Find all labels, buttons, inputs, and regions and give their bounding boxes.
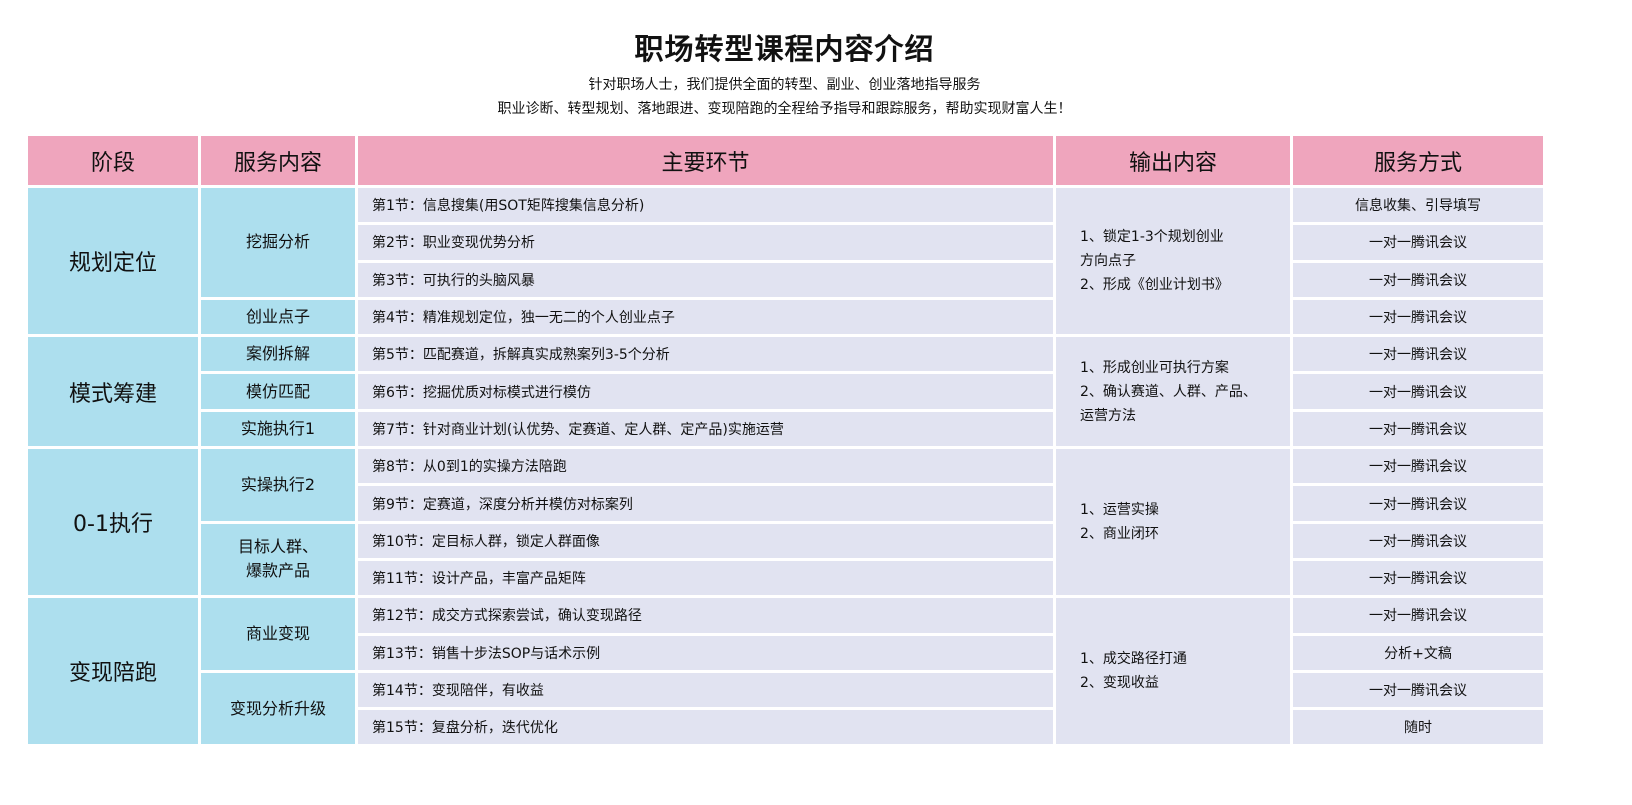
column-header: 服务内容 — [201, 136, 355, 185]
step-cell: 第2节：职业变现优势分析 — [358, 225, 1053, 260]
service-mode-cell: 一对一腾讯会议 — [1293, 262, 1543, 297]
stage-cell: 规划定位 — [28, 188, 198, 335]
service-cell: 案例拆解 — [201, 337, 355, 372]
output-cell: 1、成交路径打通 2、变现收益 — [1056, 598, 1290, 745]
step-cell: 第8节：从0到1的实操方法陪跑 — [358, 449, 1053, 484]
column-header: 输出内容 — [1056, 136, 1290, 185]
service-mode-cell: 一对一腾讯会议 — [1293, 486, 1543, 521]
stage-cell: 0-1执行 — [28, 449, 198, 596]
service-mode-cell: 一对一腾讯会议 — [1293, 337, 1543, 372]
step-cell: 第15节：复盘分析，迭代优化 — [358, 710, 1053, 745]
service-mode-cell: 一对一腾讯会议 — [1293, 523, 1543, 558]
service-cell: 变现分析升级 — [201, 672, 355, 745]
step-cell: 第5节：匹配赛道，拆解真实成熟案列3-5个分析 — [358, 337, 1053, 372]
stage-cell: 模式筹建 — [28, 337, 198, 447]
page-title: 职场转型课程内容介绍 — [634, 32, 935, 66]
column-header: 服务方式 — [1293, 136, 1543, 185]
column-header: 主要环节 — [358, 136, 1053, 185]
service-cell: 创业点子 — [201, 299, 355, 335]
output-cell: 1、运营实操 2、商业闭环 — [1056, 449, 1290, 596]
step-cell: 第1节：信息搜集(用SOT矩阵搜集信息分析) — [358, 188, 1053, 223]
service-mode-cell: 一对一腾讯会议 — [1293, 299, 1543, 335]
step-cell: 第9节：定赛道，深度分析并模仿对标案列 — [358, 486, 1053, 521]
step-cell: 第4节：精准规划定位，独一无二的个人创业点子 — [358, 299, 1053, 335]
step-cell: 第12节：成交方式探索尝试，确认变现路径 — [358, 598, 1053, 633]
service-mode-cell: 一对一腾讯会议 — [1293, 225, 1543, 260]
service-mode-cell: 分析+文稿 — [1293, 635, 1543, 670]
column-header: 阶段 — [28, 136, 198, 185]
step-cell: 第14节：变现陪伴，有收益 — [358, 672, 1053, 708]
subtitle-line-1: 针对职场人士，我们提供全面的转型、副业、创业落地指导服务 — [588, 77, 981, 93]
service-mode-cell: 信息收集、引导填写 — [1293, 188, 1543, 223]
step-cell: 第13节：销售十步法SOP与话术示例 — [358, 635, 1053, 670]
subtitle-line-2: 职业诊断、转型规划、落地跟进、变现陪跑的全程给予指导和跟踪服务，帮助实现财富人生… — [497, 101, 1072, 117]
course-table: 阶段 服务内容 主要环节 输出内容 服务方式规划定位 模式筹建 0-1执行 变现陪跑 挖掘分析创… — [28, 136, 1543, 745]
step-cell: 第11节：设计产品，丰富产品矩阵 — [358, 560, 1053, 596]
service-mode-cell: 一对一腾讯会议 — [1293, 374, 1543, 409]
service-cell: 模仿匹配 — [201, 374, 355, 409]
service-mode-cell: 一对一腾讯会议 — [1293, 560, 1543, 596]
service-cell: 商业变现 — [201, 598, 355, 670]
step-cell: 第7节：针对商业计划(认优势、定赛道、定人群、定产品)实施运营 — [358, 411, 1053, 447]
service-cell: 目标人群、 爆款产品 — [201, 523, 355, 596]
service-mode-cell: 一对一腾讯会议 — [1293, 411, 1543, 447]
service-cell: 实操执行2 — [201, 449, 355, 521]
step-cell: 第6节：挖掘优质对标模式进行模仿 — [358, 374, 1053, 409]
step-cell: 第3节：可执行的头脑风暴 — [358, 262, 1053, 297]
step-cell: 第10节：定目标人群，锁定人群面像 — [358, 523, 1053, 558]
service-mode-cell: 一对一腾讯会议 — [1293, 598, 1543, 633]
stage-cell: 变现陪跑 — [28, 598, 198, 745]
service-mode-cell: 随时 — [1293, 710, 1543, 745]
output-cell: 1、形成创业可执行方案 2、确认赛道、人群、产品、 运营方法 — [1056, 337, 1290, 447]
service-cell: 挖掘分析 — [201, 188, 355, 297]
output-cell: 1、锁定1-3个规划创业 方向点子 2、形成《创业计划书》 — [1056, 188, 1290, 335]
service-cell: 实施执行1 — [201, 411, 355, 447]
service-mode-cell: 一对一腾讯会议 — [1293, 672, 1543, 708]
service-mode-cell: 一对一腾讯会议 — [1293, 449, 1543, 484]
